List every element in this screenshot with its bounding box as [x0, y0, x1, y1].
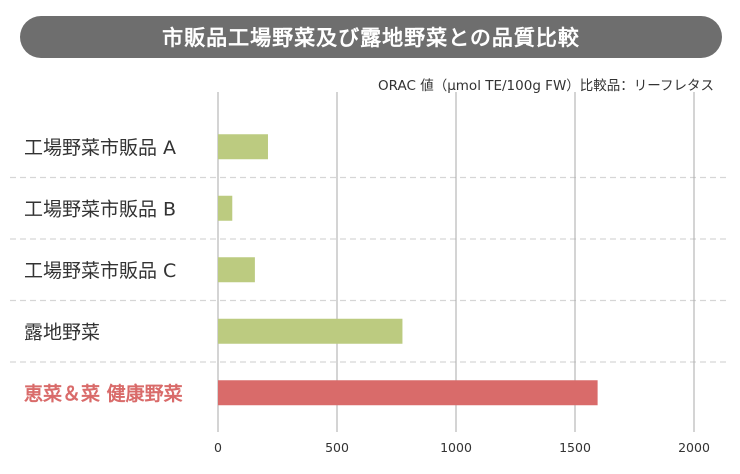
- category-label: 露地野菜: [24, 321, 100, 343]
- category-label: 工場野菜市販品 C: [24, 260, 176, 282]
- x-tick-label: 0: [214, 440, 222, 455]
- bar: [218, 257, 255, 283]
- x-tick-label: 1500: [559, 440, 591, 455]
- row-separators: [10, 176, 730, 363]
- x-axis-tick-labels: 0 500 1000 1500 2000: [214, 440, 710, 455]
- category-label: 恵菜＆菜 健康野菜: [24, 382, 183, 405]
- bar: [218, 195, 233, 221]
- bar: [218, 380, 598, 406]
- bar: [218, 134, 268, 160]
- x-tick-label: 500: [325, 440, 349, 455]
- bar: [218, 318, 403, 344]
- x-tick-label: 2000: [678, 440, 710, 455]
- chart-subtitle: ORAC 値（μmol TE/100g FW）比較品：リーフレタス: [378, 78, 714, 94]
- category-label: 工場野菜市販品 B: [24, 198, 176, 220]
- x-tick-label: 1000: [440, 440, 472, 455]
- chart-title: 市販品工場野菜及び露地野菜との品質比較: [20, 16, 722, 58]
- category-label: 工場野菜市販品 A: [24, 137, 176, 159]
- bars: [218, 134, 598, 406]
